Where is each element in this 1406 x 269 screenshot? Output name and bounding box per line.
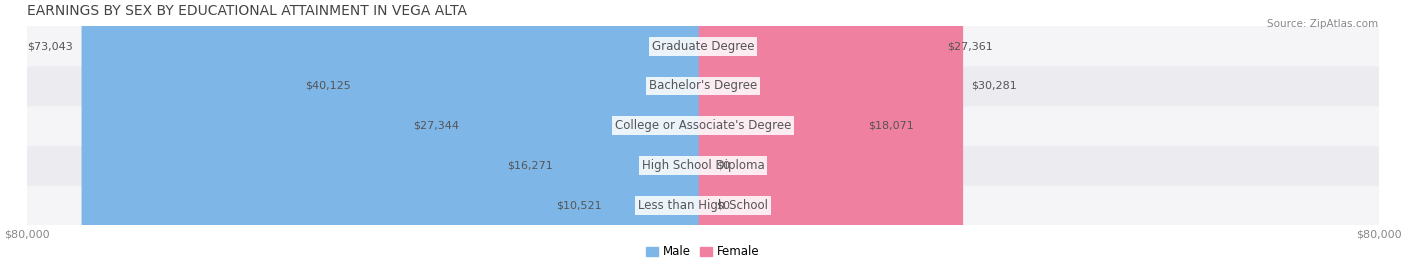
Text: $73,043: $73,043 bbox=[27, 41, 73, 51]
Text: $30,281: $30,281 bbox=[972, 81, 1018, 91]
FancyBboxPatch shape bbox=[699, 0, 860, 269]
FancyBboxPatch shape bbox=[468, 0, 707, 269]
Text: $27,344: $27,344 bbox=[413, 121, 460, 131]
Text: Less than High School: Less than High School bbox=[638, 199, 768, 212]
Text: Source: ZipAtlas.com: Source: ZipAtlas.com bbox=[1267, 19, 1378, 29]
Text: Graduate Degree: Graduate Degree bbox=[652, 40, 754, 53]
Text: High School Diploma: High School Diploma bbox=[641, 159, 765, 172]
FancyBboxPatch shape bbox=[699, 0, 938, 269]
Legend: Male, Female: Male, Female bbox=[641, 240, 765, 263]
Text: $40,125: $40,125 bbox=[305, 81, 352, 91]
FancyBboxPatch shape bbox=[82, 0, 707, 269]
Text: $18,071: $18,071 bbox=[869, 121, 914, 131]
Text: $0: $0 bbox=[716, 200, 730, 210]
FancyBboxPatch shape bbox=[27, 105, 1379, 146]
Text: EARNINGS BY SEX BY EDUCATIONAL ATTAINMENT IN VEGA ALTA: EARNINGS BY SEX BY EDUCATIONAL ATTAINMEN… bbox=[27, 4, 467, 18]
FancyBboxPatch shape bbox=[610, 0, 707, 269]
Text: $16,271: $16,271 bbox=[508, 161, 553, 171]
FancyBboxPatch shape bbox=[561, 0, 707, 269]
Text: College or Associate's Degree: College or Associate's Degree bbox=[614, 119, 792, 132]
FancyBboxPatch shape bbox=[27, 145, 1379, 186]
Text: $10,521: $10,521 bbox=[555, 200, 602, 210]
FancyBboxPatch shape bbox=[27, 26, 1379, 66]
Text: $0: $0 bbox=[716, 161, 730, 171]
FancyBboxPatch shape bbox=[360, 0, 707, 269]
FancyBboxPatch shape bbox=[27, 66, 1379, 106]
FancyBboxPatch shape bbox=[699, 0, 963, 269]
FancyBboxPatch shape bbox=[27, 185, 1379, 226]
Text: $27,361: $27,361 bbox=[946, 41, 993, 51]
Text: Bachelor's Degree: Bachelor's Degree bbox=[650, 79, 756, 93]
